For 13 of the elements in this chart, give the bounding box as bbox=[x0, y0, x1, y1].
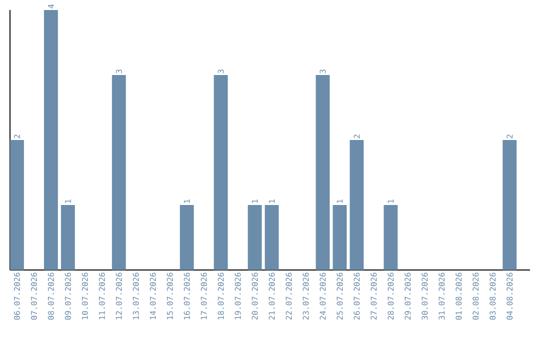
bar bbox=[502, 140, 517, 270]
bar bbox=[248, 205, 262, 270]
bar bbox=[384, 205, 398, 270]
bar bbox=[60, 205, 75, 270]
bar bbox=[332, 205, 347, 270]
bar bbox=[316, 75, 330, 270]
bar bbox=[350, 140, 364, 270]
bar bbox=[44, 10, 58, 270]
bar bbox=[264, 205, 279, 270]
bar bbox=[10, 140, 24, 270]
bar bbox=[214, 75, 228, 270]
bar bbox=[180, 205, 194, 270]
bar bbox=[112, 75, 126, 270]
